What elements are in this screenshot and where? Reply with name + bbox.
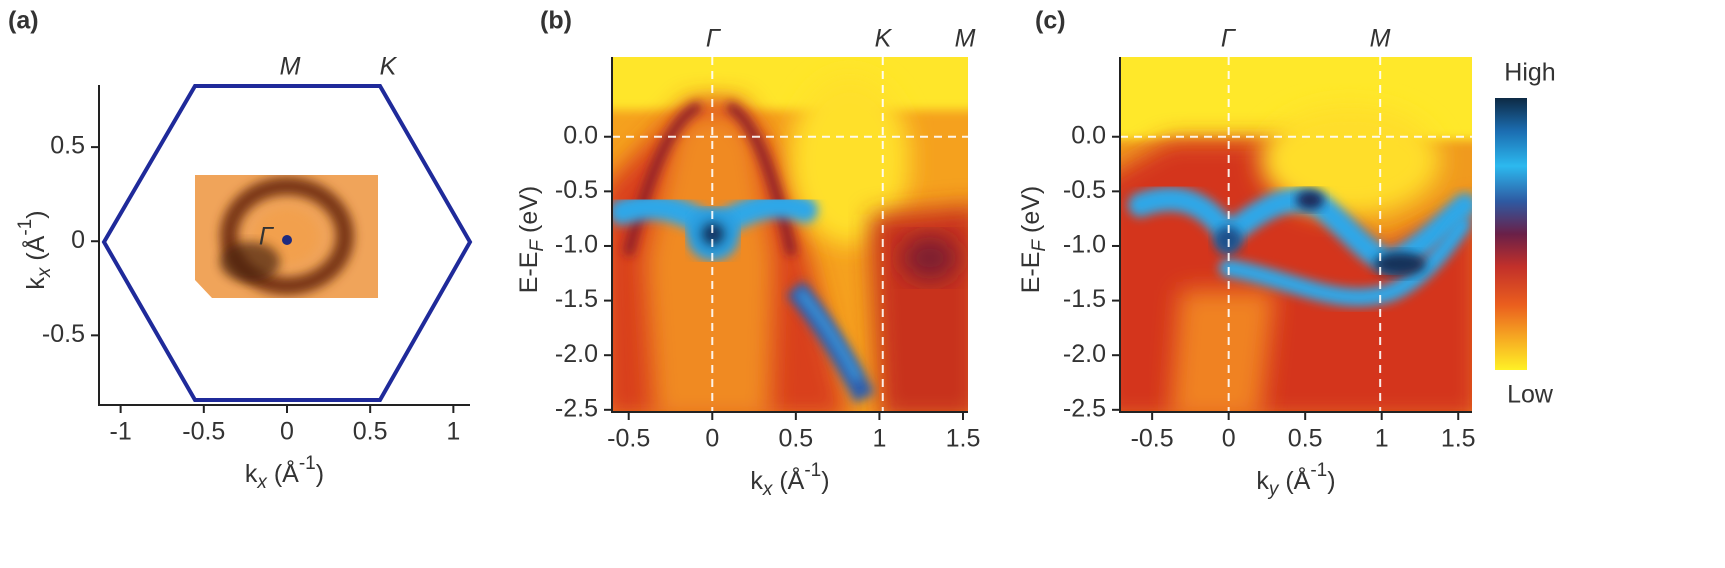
y-axis-label-part: x xyxy=(34,266,55,278)
colorbar xyxy=(1495,98,1527,370)
y-tick-label: -0.5 xyxy=(555,176,598,204)
y-tick-label: -0.5 xyxy=(1063,176,1106,204)
x-axis-label-part: -1 xyxy=(299,453,316,474)
x-axis-label-part: y xyxy=(1267,479,1280,500)
y-tick-label: 0 xyxy=(71,226,85,254)
y-axis-label-part: (Å xyxy=(20,235,50,267)
colorbar-high-label: High xyxy=(1504,59,1555,87)
x-axis-label-part: k xyxy=(1256,467,1269,495)
y-axis-label-part: k xyxy=(22,277,50,290)
x-axis-label-part: (Å xyxy=(772,465,804,495)
y-tick-label: -1.0 xyxy=(1063,231,1106,259)
x-axis-label-part: x xyxy=(762,479,774,500)
x-tick-label: -1 xyxy=(110,418,132,446)
y-tick-label: 0.0 xyxy=(563,121,598,149)
symmetry-label: K xyxy=(380,53,398,81)
panel-label: (c) xyxy=(1035,7,1066,35)
symmetry-label: K xyxy=(875,25,893,53)
y-axis-label: kx (Å-1) xyxy=(15,210,55,289)
x-axis-label: kx (Å-1) xyxy=(245,453,324,493)
y-tick-label: -1.5 xyxy=(1063,285,1106,313)
symmetry-label: M xyxy=(955,25,976,53)
colorbar-low-label: Low xyxy=(1507,381,1554,409)
y-tick-label: -2.0 xyxy=(1063,340,1106,368)
y-axis-label-part: (eV) xyxy=(1017,186,1045,240)
y-axis-label: E-EF (eV) xyxy=(515,186,548,293)
x-tick-label: 0 xyxy=(705,425,719,453)
y-axis-label-part: F xyxy=(1029,239,1050,252)
x-tick-label: 1.5 xyxy=(946,425,981,453)
symmetry-label: Γ xyxy=(259,223,275,251)
y-axis-label: E-EF (eV) xyxy=(1017,186,1050,293)
brillouin-zone xyxy=(101,84,473,402)
x-axis-label-part: ) xyxy=(1327,467,1335,495)
x-axis-label-part: x xyxy=(256,472,268,493)
arpes-map xyxy=(1120,57,1472,412)
x-tick-label: 0 xyxy=(1222,425,1236,453)
symmetry-label: M xyxy=(280,53,301,81)
x-tick-label: 1 xyxy=(1375,425,1389,453)
x-tick-label: -0.5 xyxy=(182,418,225,446)
y-axis-label-part: E-E xyxy=(515,252,543,294)
x-tick-label: -0.5 xyxy=(1131,425,1174,453)
x-axis-label-part: -1 xyxy=(804,460,821,481)
x-tick-label: 0.5 xyxy=(353,418,388,446)
y-axis-label-part: -1 xyxy=(15,219,36,236)
y-tick-label: -1.0 xyxy=(555,231,598,259)
y-tick-label: -2.5 xyxy=(555,394,598,422)
symmetry-label: Γ xyxy=(1221,25,1237,53)
y-tick-label: 0.0 xyxy=(1071,121,1106,149)
panel-label: (b) xyxy=(540,7,572,35)
x-tick-label: 0.5 xyxy=(1288,425,1323,453)
x-tick-label: 1 xyxy=(872,425,886,453)
x-axis-label-part: -1 xyxy=(1310,460,1327,481)
y-tick-label: -2.5 xyxy=(1063,394,1106,422)
gamma-point xyxy=(282,235,292,245)
panel-label: (a) xyxy=(8,7,39,35)
arpes-map xyxy=(612,57,968,412)
symmetry-label: M xyxy=(1370,25,1391,53)
x-tick-label: -0.5 xyxy=(607,425,650,453)
x-tick-label: 0 xyxy=(280,418,294,446)
symmetry-label: Γ xyxy=(706,25,722,53)
y-axis-label-part: E-E xyxy=(1017,252,1045,294)
y-tick-label: 0.5 xyxy=(50,132,85,160)
x-axis-label-part: ) xyxy=(821,467,829,495)
x-axis-label: kx (Å-1) xyxy=(750,460,829,500)
x-axis-label-part: ) xyxy=(316,460,324,488)
x-axis-label-part: k xyxy=(245,460,258,488)
y-axis-label-part: ) xyxy=(22,210,50,218)
y-tick-label: -0.5 xyxy=(42,320,85,348)
x-axis-label-part: (Å xyxy=(1278,465,1310,495)
y-tick-label: -1.5 xyxy=(555,285,598,313)
x-axis-label-part: k xyxy=(750,467,763,495)
x-tick-label: 1 xyxy=(446,418,460,446)
y-tick-label: -2.0 xyxy=(555,340,598,368)
y-axis-label-part: (eV) xyxy=(515,186,543,240)
x-axis-label-part: (Å xyxy=(267,458,299,488)
y-axis-label-part: F xyxy=(527,239,548,252)
x-axis-label: ky (Å-1) xyxy=(1256,460,1335,500)
x-tick-label: 1.5 xyxy=(1441,425,1476,453)
x-tick-label: 0.5 xyxy=(778,425,813,453)
